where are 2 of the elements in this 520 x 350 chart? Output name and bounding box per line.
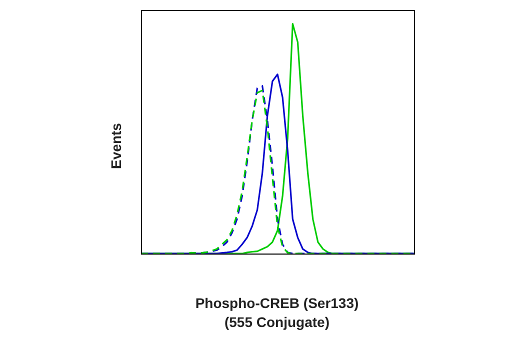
- y-axis-title: Events: [108, 123, 124, 169]
- x-axis-title: Phospho-CREB (Ser133) (555 Conjugate): [194, 294, 360, 332]
